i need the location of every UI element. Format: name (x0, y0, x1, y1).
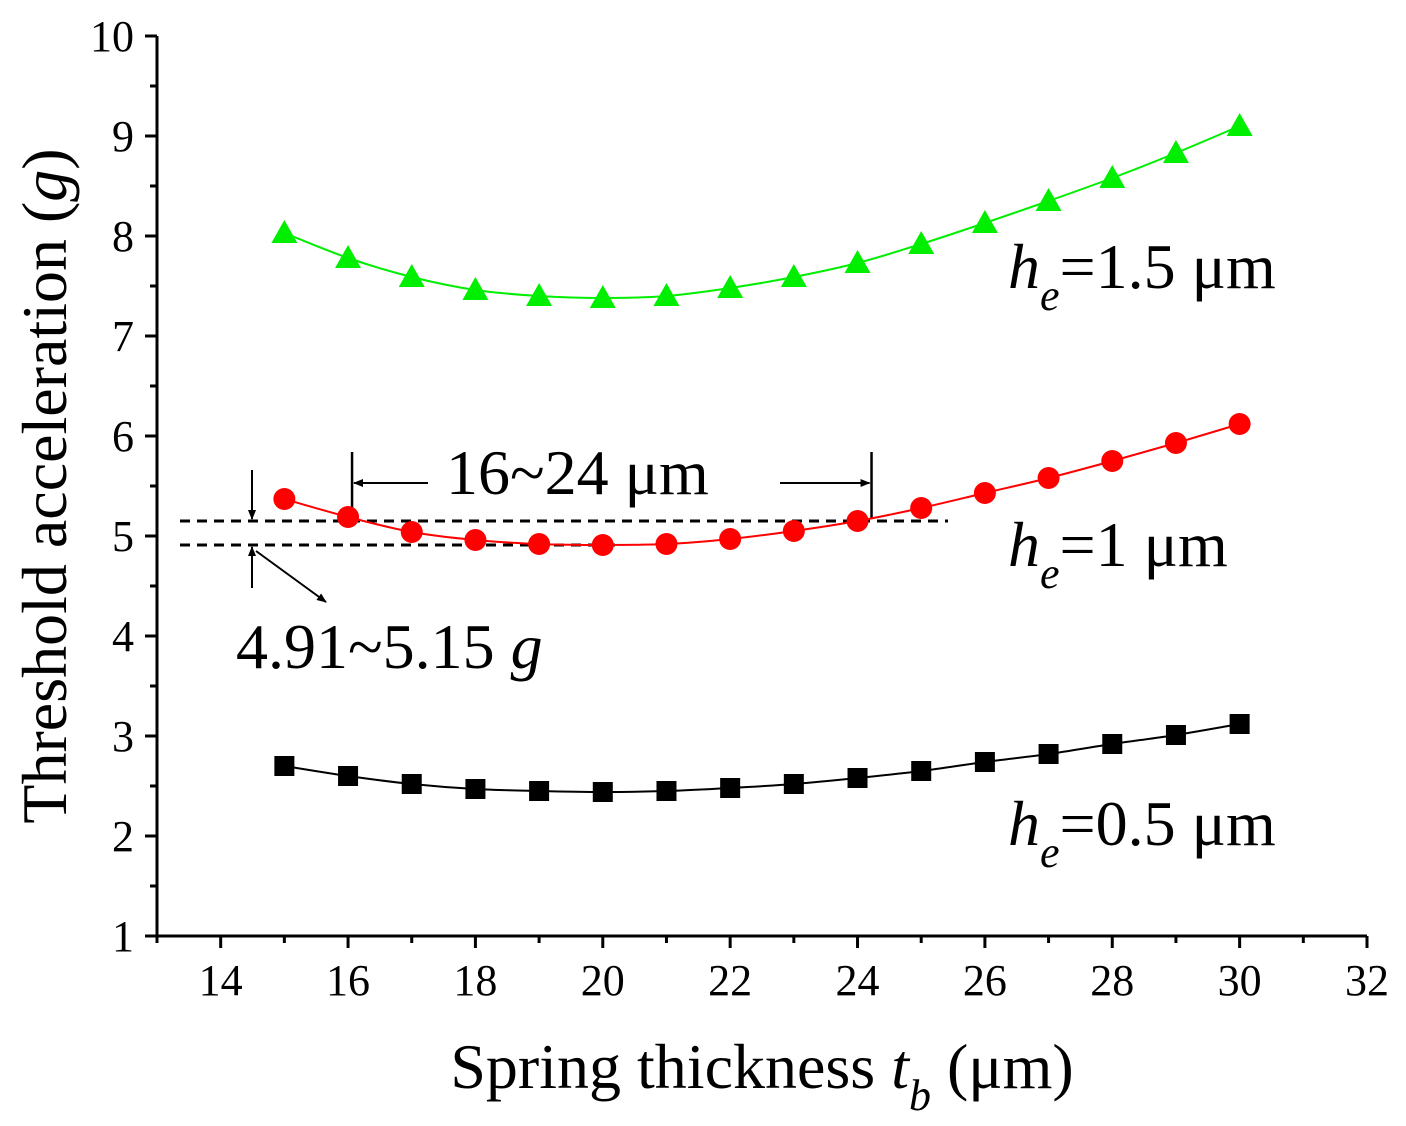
data-point-triangle (335, 245, 362, 268)
y-axis-title: Threshold acceleration (g) (9, 148, 80, 823)
data-point-circle (782, 520, 805, 542)
data-point-circle (337, 506, 360, 528)
data-point-square (401, 774, 422, 794)
series-square (274, 714, 1250, 802)
x-axis-title-text: Spring thickness (450, 1031, 875, 1102)
axis-ticks (145, 34, 1369, 948)
data-point-square (847, 768, 868, 788)
data-point-circle (973, 482, 996, 504)
y-tick-label: 8 (112, 212, 134, 261)
data-point-circle (1037, 467, 1060, 489)
data-point-triangle (271, 220, 298, 243)
data-point-triangle (398, 264, 425, 287)
data-point-triangle (971, 210, 998, 233)
data-point-circle (846, 510, 869, 532)
data-point-circle (528, 533, 551, 555)
data-point-circle (591, 534, 614, 556)
data-point-triangle (1035, 188, 1062, 211)
y-tick-label: 5 (112, 512, 134, 561)
data-point-circle (273, 488, 296, 510)
data-point-triangle (1162, 140, 1189, 163)
y-tick-label: 6 (112, 412, 134, 461)
x-tick-label: 22 (708, 956, 752, 1005)
data-point-circle (910, 497, 933, 519)
axis-tick-labels: 14 16 18 20 22 24 26 28 30 32 1 2 3 4 5 6 7 8 9 10 (90, 12, 1389, 1005)
data-point-square (974, 752, 995, 772)
x-axis-title: Spring thickness tb (μm) (450, 1031, 1073, 1120)
data-series (271, 113, 1253, 802)
data-point-square (338, 766, 359, 786)
x-axis-title-sub: b (909, 1071, 931, 1120)
y-axis-title-var: g (9, 170, 80, 202)
data-point-triangle (1099, 165, 1126, 188)
data-point-triangle (1226, 113, 1253, 136)
series-line (284, 125, 1241, 300)
data-point-square (465, 779, 486, 799)
data-point-circle (1228, 413, 1251, 435)
x-tick-label: 18 (453, 956, 497, 1005)
x-tick-label: 30 (1218, 956, 1262, 1005)
series-line (284, 723, 1240, 794)
data-point-triangle (780, 264, 807, 287)
x-axis-title-var: t (891, 1031, 911, 1102)
x-tick-label: 20 (581, 956, 625, 1005)
series-triangle (271, 113, 1253, 308)
data-point-circle (464, 529, 487, 551)
data-point-square (1229, 714, 1250, 734)
data-point-triangle (717, 275, 744, 298)
x-tick-label: 28 (1090, 956, 1134, 1005)
y-tick-label: 10 (90, 12, 134, 61)
y-tick-label: 9 (112, 112, 134, 161)
data-point-square (1165, 725, 1186, 745)
data-point-circle (400, 521, 423, 543)
data-point-square (274, 756, 295, 776)
series-label-he-1.5: he=1.5 μm (1008, 231, 1276, 320)
data-point-triangle (589, 285, 616, 308)
data-point-square (592, 782, 613, 802)
y-axis-title-text: Threshold acceleration ( (9, 202, 80, 824)
data-point-square (529, 781, 550, 801)
data-point-triangle (462, 277, 489, 300)
annotation-thickness-range: 16~24 μm (446, 437, 709, 508)
data-point-square (1102, 734, 1123, 754)
data-point-triangle (908, 231, 935, 254)
data-point-circle (719, 528, 742, 550)
y-tick-label: 7 (112, 312, 134, 361)
data-point-square (656, 781, 677, 801)
data-point-triangle (653, 283, 680, 306)
arrow-diagonal (255, 550, 327, 603)
data-point-triangle (844, 250, 871, 273)
x-tick-label: 26 (963, 956, 1007, 1005)
x-tick-label: 14 (199, 956, 243, 1005)
data-point-square (783, 774, 804, 794)
x-tick-label: 24 (836, 956, 880, 1005)
y-tick-label: 4 (112, 612, 134, 661)
data-point-triangle (526, 283, 553, 306)
data-point-square (911, 761, 932, 781)
data-point-square (1038, 744, 1059, 764)
x-tick-label: 32 (1345, 956, 1389, 1005)
data-point-circle (1101, 450, 1124, 472)
data-point-circle (1164, 432, 1187, 454)
series-line (284, 423, 1240, 547)
series-label-he-0.5: he=0.5 μm (1008, 788, 1276, 877)
annotation-acceleration-range: 4.91~5.15 g (236, 611, 543, 682)
series-circle (273, 413, 1251, 556)
series-label-he-1: he=1 μm (1008, 509, 1228, 598)
y-axis-title-end: ) (9, 148, 80, 169)
x-tick-label: 16 (326, 956, 370, 1005)
y-tick-label: 3 (112, 712, 134, 761)
y-tick-label: 2 (112, 812, 134, 861)
data-point-circle (655, 533, 678, 555)
data-point-square (720, 778, 741, 798)
y-tick-label: 1 (112, 912, 134, 961)
x-axis-title-unit: (μm) (947, 1031, 1074, 1102)
